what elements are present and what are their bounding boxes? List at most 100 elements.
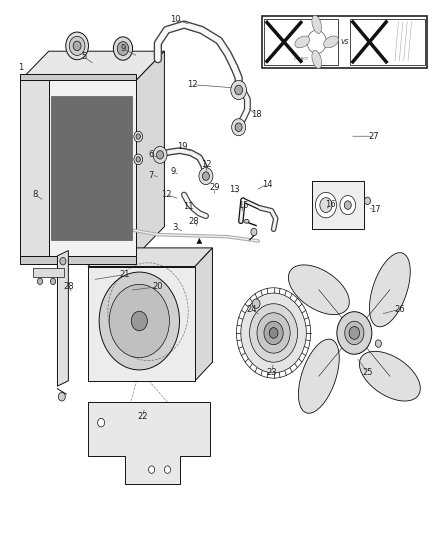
FancyBboxPatch shape	[33, 268, 64, 277]
Text: 13: 13	[229, 185, 240, 194]
Polygon shape	[289, 265, 350, 314]
Text: 11: 11	[183, 203, 194, 212]
Ellipse shape	[244, 220, 249, 223]
Polygon shape	[88, 402, 210, 484]
Text: 12: 12	[187, 80, 198, 89]
Text: DO NOT: DO NOT	[294, 57, 308, 61]
Circle shape	[113, 37, 133, 60]
Text: 27: 27	[369, 132, 379, 141]
Text: 22: 22	[138, 412, 148, 421]
Circle shape	[66, 32, 88, 60]
Circle shape	[153, 147, 167, 164]
Polygon shape	[20, 80, 136, 256]
Text: 16: 16	[325, 200, 336, 209]
Circle shape	[37, 278, 42, 285]
Text: 7: 7	[148, 171, 154, 180]
Text: 17: 17	[370, 205, 381, 214]
Circle shape	[60, 257, 66, 265]
Circle shape	[134, 154, 143, 165]
Polygon shape	[88, 248, 212, 266]
Polygon shape	[359, 351, 420, 401]
Circle shape	[340, 196, 356, 215]
Polygon shape	[51, 96, 132, 240]
Polygon shape	[312, 51, 321, 68]
Circle shape	[364, 197, 371, 205]
Circle shape	[269, 328, 278, 338]
Text: 12: 12	[201, 160, 211, 169]
Circle shape	[50, 278, 56, 285]
Polygon shape	[370, 253, 410, 327]
Circle shape	[375, 340, 381, 348]
Circle shape	[235, 85, 243, 95]
Circle shape	[235, 123, 242, 132]
Text: 18: 18	[251, 110, 261, 119]
Text: 3: 3	[173, 223, 178, 232]
Text: 28: 28	[63, 282, 74, 291]
Text: 5: 5	[81, 52, 86, 61]
Circle shape	[199, 167, 213, 184]
Polygon shape	[195, 248, 212, 381]
Circle shape	[264, 321, 283, 345]
Text: 24: 24	[247, 304, 257, 313]
Text: 28: 28	[189, 217, 199, 226]
Circle shape	[320, 198, 332, 213]
Polygon shape	[324, 36, 339, 48]
Text: 20: 20	[152, 282, 163, 291]
Circle shape	[73, 41, 81, 51]
Polygon shape	[298, 339, 339, 413]
Circle shape	[99, 272, 180, 370]
Text: 6: 6	[148, 150, 154, 159]
Text: 29: 29	[209, 183, 220, 192]
Text: 1: 1	[18, 63, 23, 71]
Text: 14: 14	[262, 180, 272, 189]
Text: 9: 9	[120, 44, 126, 53]
Circle shape	[148, 466, 155, 473]
Text: vs: vs	[340, 37, 349, 46]
Text: 8: 8	[32, 190, 37, 199]
Circle shape	[257, 313, 290, 353]
Polygon shape	[197, 238, 202, 244]
Circle shape	[136, 134, 141, 139]
Polygon shape	[20, 74, 136, 80]
Text: 23: 23	[266, 368, 277, 377]
Text: 12: 12	[161, 190, 172, 199]
Circle shape	[252, 299, 260, 309]
Polygon shape	[295, 36, 310, 48]
Circle shape	[345, 321, 364, 345]
FancyBboxPatch shape	[264, 19, 338, 65]
Circle shape	[109, 284, 170, 358]
Circle shape	[344, 201, 351, 209]
Circle shape	[315, 192, 336, 218]
Text: 10: 10	[170, 15, 180, 24]
Text: 9: 9	[170, 167, 176, 176]
Circle shape	[134, 131, 143, 142]
Circle shape	[164, 466, 170, 473]
Polygon shape	[20, 256, 136, 264]
Circle shape	[117, 42, 129, 55]
Text: 19: 19	[177, 142, 187, 151]
Circle shape	[250, 304, 297, 362]
Circle shape	[98, 418, 105, 427]
Polygon shape	[88, 266, 195, 381]
Circle shape	[58, 392, 65, 401]
Polygon shape	[57, 251, 68, 386]
FancyBboxPatch shape	[262, 15, 427, 68]
Circle shape	[231, 80, 247, 100]
Circle shape	[337, 312, 372, 354]
Circle shape	[156, 151, 163, 159]
Circle shape	[202, 172, 209, 180]
Text: 21: 21	[120, 270, 131, 279]
Circle shape	[136, 157, 141, 162]
Circle shape	[131, 311, 147, 331]
Circle shape	[241, 293, 306, 373]
Circle shape	[251, 228, 257, 236]
Polygon shape	[312, 15, 321, 34]
FancyBboxPatch shape	[311, 181, 364, 229]
Polygon shape	[20, 51, 164, 80]
Circle shape	[232, 119, 246, 136]
Polygon shape	[136, 51, 164, 256]
Polygon shape	[20, 80, 49, 256]
Circle shape	[349, 327, 360, 340]
Text: 15: 15	[238, 201, 248, 210]
FancyBboxPatch shape	[350, 19, 425, 65]
